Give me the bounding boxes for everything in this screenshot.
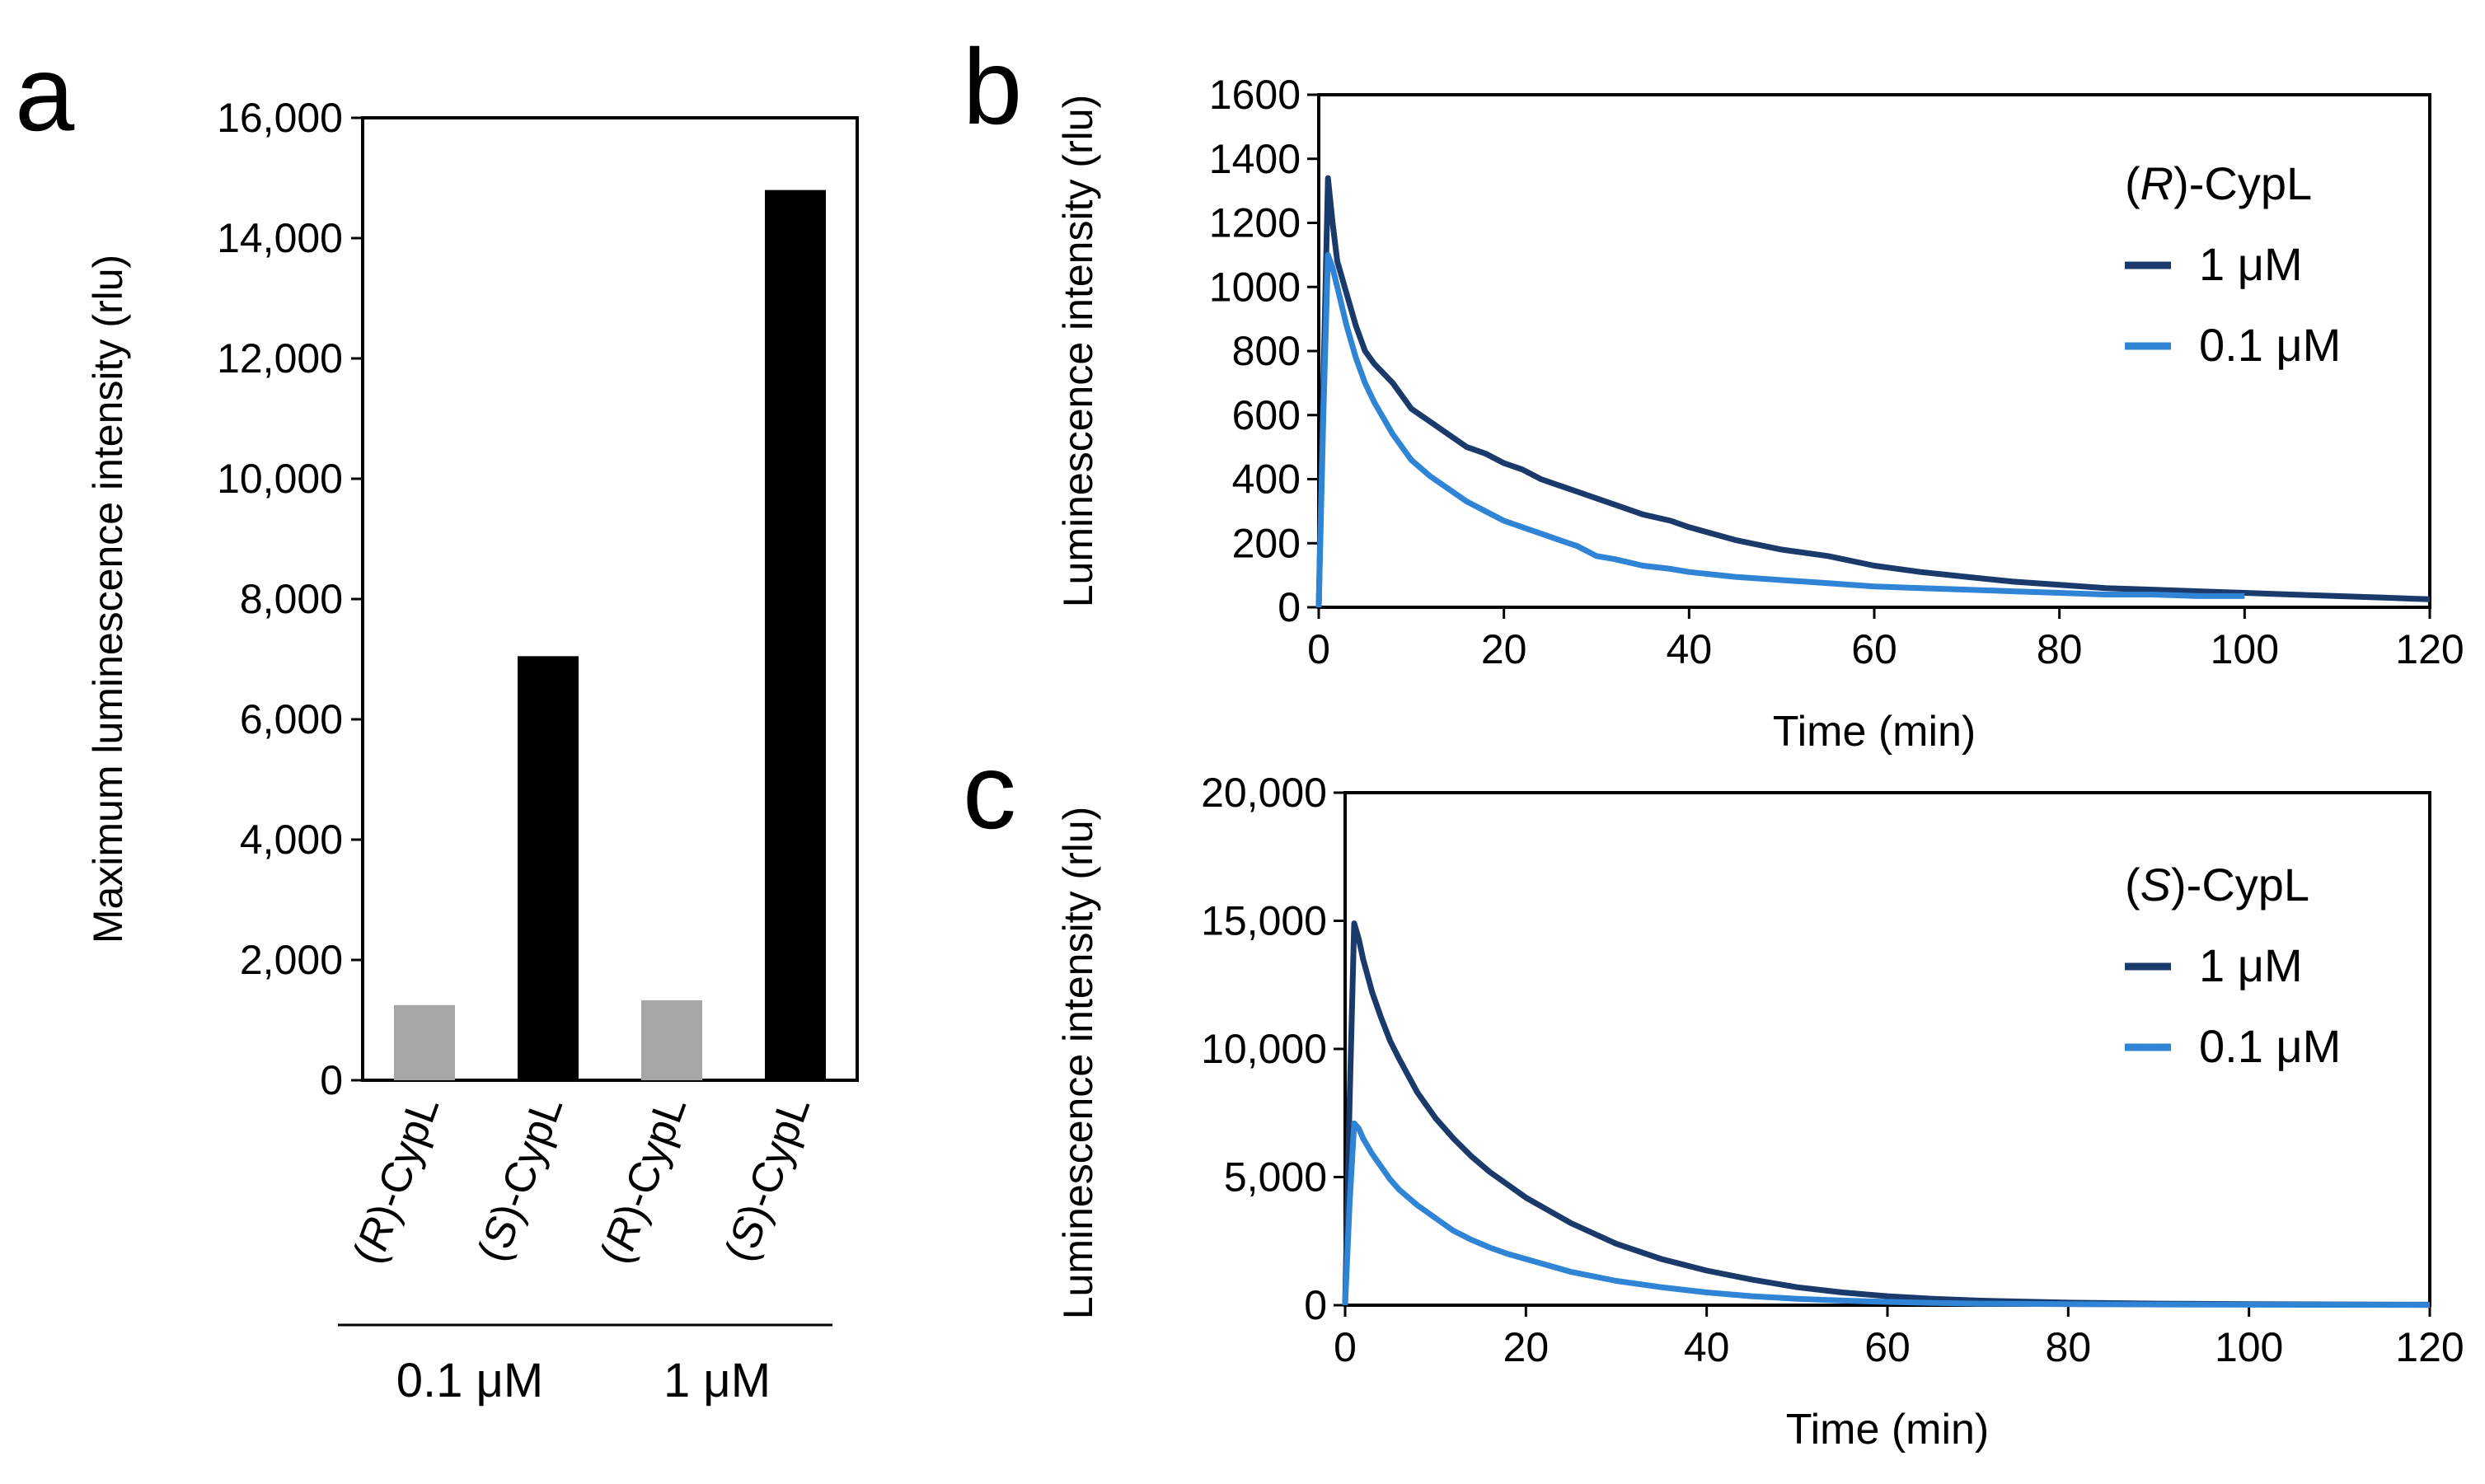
legend-entry: 1 μM bbox=[2199, 238, 2303, 290]
y-tick-label: 0 bbox=[1278, 584, 1301, 630]
legend-title: (R)-CypL bbox=[2125, 157, 2312, 209]
panel-label-c: c bbox=[963, 731, 1016, 851]
x-tick-label: 60 bbox=[1851, 626, 1897, 672]
y-tick-label: 6,000 bbox=[240, 696, 343, 742]
y-tick-label: 20,000 bbox=[1201, 770, 1327, 816]
category-label: (R)-CypL bbox=[345, 1090, 449, 1270]
y-tick-label: 8,000 bbox=[240, 576, 343, 622]
y-tick-label: 600 bbox=[1232, 392, 1301, 438]
x-tick-label: 60 bbox=[1864, 1324, 1911, 1370]
legend-title: (S)-CypL bbox=[2125, 859, 2309, 911]
x-tick-label: 20 bbox=[1503, 1324, 1550, 1370]
y-tick-label: 15,000 bbox=[1201, 898, 1327, 944]
y-tick-label: 200 bbox=[1232, 520, 1301, 566]
x-tick-label: 80 bbox=[2046, 1324, 2092, 1370]
bar bbox=[394, 1004, 455, 1080]
series-line bbox=[1315, 175, 2431, 608]
x-tick-label: 0 bbox=[1334, 1324, 1357, 1370]
y-tick-label: 10,000 bbox=[217, 456, 343, 502]
legend-entry: 0.1 μM bbox=[2199, 319, 2341, 371]
y-tick-label: 12,000 bbox=[217, 335, 343, 382]
line-chart-b: Luminescence intensity (rlu) Time (min) … bbox=[1055, 72, 2464, 756]
panel-label-b: b bbox=[963, 26, 1022, 147]
legend-entry: 0.1 μM bbox=[2199, 1020, 2341, 1072]
bar-chart-a: Maximum luminescence intensity (rlu) 0 2,… bbox=[85, 95, 859, 1407]
legend-entry: 1 μM bbox=[2199, 939, 2303, 991]
bar bbox=[641, 999, 702, 1080]
y-tick-label: 2,000 bbox=[240, 937, 343, 983]
x-tick-label: 100 bbox=[2211, 626, 2279, 672]
y-tick-label: 14,000 bbox=[217, 215, 343, 261]
y-axis-label-b: Luminescence intensity (rlu) bbox=[1055, 95, 1101, 608]
y-tick-label: 1400 bbox=[1209, 136, 1301, 182]
series-line bbox=[1342, 920, 2431, 1308]
category-label: (S)-CypL bbox=[469, 1090, 573, 1267]
y-tick-label: 800 bbox=[1232, 328, 1301, 374]
y-tick-label: 0 bbox=[320, 1057, 343, 1103]
y-tick-label: 0 bbox=[1304, 1282, 1327, 1328]
y-tick-label: 1200 bbox=[1209, 200, 1301, 246]
x-tick-label: 120 bbox=[2395, 626, 2464, 672]
y-tick-label: 16,000 bbox=[217, 95, 343, 141]
x-tick-label: 100 bbox=[2215, 1324, 2283, 1370]
bar bbox=[765, 190, 826, 1081]
y-tick-label: 10,000 bbox=[1201, 1026, 1327, 1072]
x-tick-label: 20 bbox=[1481, 626, 1527, 672]
y-tick-label: 1600 bbox=[1209, 72, 1301, 118]
x-axis-label-c: Time (min) bbox=[1786, 1406, 1990, 1454]
y-tick-label: 400 bbox=[1232, 456, 1301, 503]
group-label: 1 μM bbox=[663, 1354, 771, 1407]
y-axis-label-a: Maximum luminescence intensity (rlu) bbox=[85, 255, 131, 943]
y-tick-label: 5,000 bbox=[1224, 1154, 1327, 1201]
category-label: (S)-CypL bbox=[716, 1090, 820, 1267]
y-tick-label: 1000 bbox=[1209, 264, 1301, 310]
series-line bbox=[1315, 251, 2245, 608]
x-tick-label: 40 bbox=[1684, 1324, 1730, 1370]
x-axis-label-b: Time (min) bbox=[1773, 708, 1976, 756]
line-chart-c: Luminescence intensity (rlu) Time (min) … bbox=[1055, 770, 2464, 1454]
series-line bbox=[1342, 1120, 2431, 1308]
x-tick-label: 80 bbox=[2037, 626, 2083, 672]
x-tick-label: 40 bbox=[1667, 626, 1713, 672]
panel-label-a: a bbox=[15, 33, 75, 153]
y-tick-label: 4,000 bbox=[240, 817, 343, 863]
group-label: 0.1 μM bbox=[396, 1354, 543, 1407]
bar bbox=[518, 656, 579, 1080]
y-axis-label-c: Luminescence intensity (rlu) bbox=[1055, 807, 1101, 1320]
category-label: (R)-CypL bbox=[592, 1090, 696, 1270]
x-tick-label: 120 bbox=[2395, 1324, 2464, 1370]
x-tick-label: 0 bbox=[1307, 626, 1330, 672]
